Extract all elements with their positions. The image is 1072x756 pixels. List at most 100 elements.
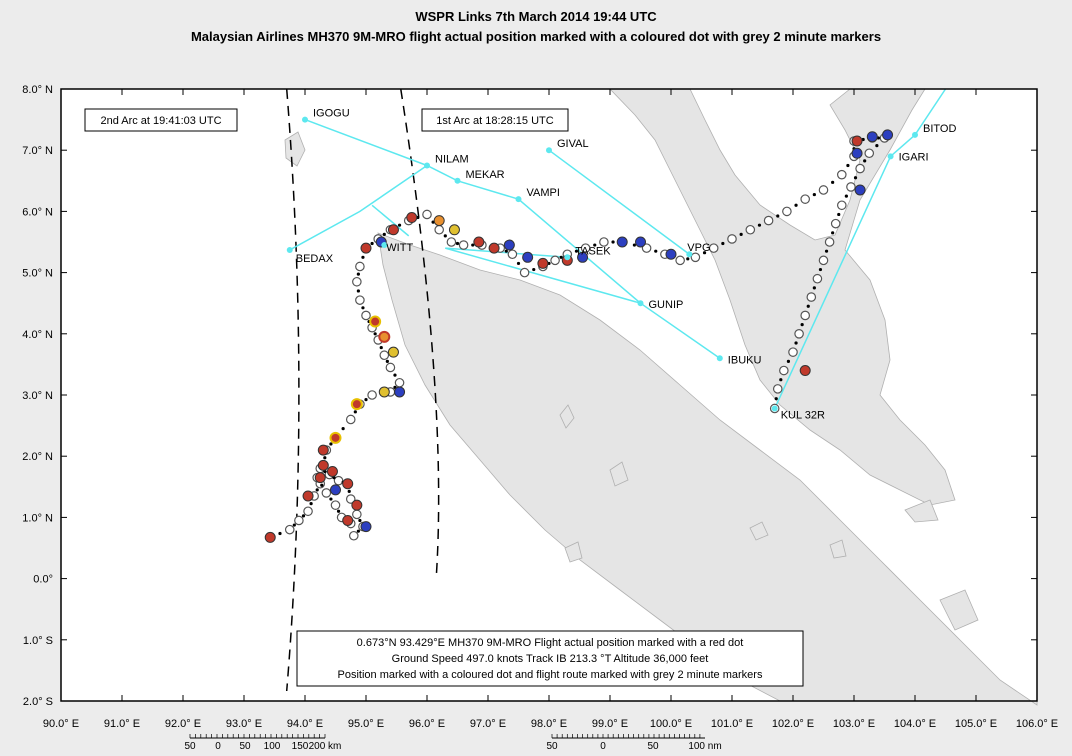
path-dot (559, 255, 563, 259)
path-dot (329, 442, 333, 446)
island-mentawai (564, 541, 583, 563)
two-minute-marker (550, 255, 560, 266)
lon-tick-label: 106.0° E (1016, 718, 1058, 730)
path-dot (356, 272, 360, 276)
waypoint-label: IGARI (899, 151, 929, 163)
two-minute-marker (361, 310, 371, 321)
lat-tick-label: 1.0° N (22, 512, 53, 524)
waypoint-label: IBUKU (728, 354, 762, 366)
path-dot (574, 249, 579, 253)
two-minute-marker (345, 494, 356, 504)
scale-km-label: 0 (215, 741, 221, 752)
malay-peninsula (609, 88, 956, 506)
path-dot (358, 518, 362, 523)
two-minute-marker (772, 384, 783, 394)
position-dot (302, 490, 314, 502)
path-dot (824, 249, 829, 253)
position-dot (866, 131, 878, 143)
position-dot (342, 478, 354, 490)
path-dot (806, 304, 810, 308)
two-minute-marker (708, 243, 719, 253)
path-dot (853, 176, 858, 180)
two-minute-marker (824, 237, 835, 247)
path-dot (800, 323, 804, 327)
waypoint-label: TASEK (575, 245, 611, 257)
lon-tick-label: 97.0° E (470, 718, 506, 730)
two-minute-marker (352, 276, 362, 287)
path-dot (336, 509, 341, 513)
path-dot (443, 234, 447, 238)
scale-km-label: 200 km (309, 741, 342, 752)
position-dot (406, 212, 418, 224)
two-minute-marker (355, 261, 365, 272)
path-dot (309, 502, 313, 506)
position-dot (314, 472, 326, 484)
path-dot (397, 223, 402, 227)
two-minute-marker (763, 215, 774, 226)
two-minute-marker (348, 530, 359, 541)
path-dot (364, 397, 368, 402)
waypoint-label: GIVAL (557, 138, 589, 150)
position-dot (342, 514, 354, 526)
two-minute-marker (580, 243, 591, 253)
waypoint-marker (424, 162, 430, 169)
position-dot (317, 459, 329, 471)
two-minute-marker (394, 377, 405, 388)
path-dot (341, 427, 345, 431)
scale-km-label: 150 (292, 741, 309, 752)
path-dot (721, 241, 725, 246)
waypoint-marker (564, 254, 571, 261)
island-riau (749, 521, 769, 541)
waypoint-marker (686, 251, 693, 258)
path-dot (373, 332, 377, 336)
route-link (774, 156, 892, 409)
two-minute-marker (641, 243, 652, 253)
position-dot (488, 242, 500, 254)
path-dot (278, 531, 282, 536)
position-dot (577, 251, 589, 263)
two-minute-marker (800, 194, 810, 204)
two-minute-marker (830, 218, 841, 229)
two-minute-marker (745, 224, 756, 235)
position-dot (350, 398, 363, 411)
two-minute-marker (818, 255, 829, 266)
position-dot (378, 330, 391, 343)
position-dot (433, 215, 445, 227)
waypoint-marker (771, 405, 778, 412)
scale-km-label: 100 (264, 741, 281, 752)
position-dot (851, 147, 863, 159)
two-minute-marker (727, 234, 737, 244)
waypoint-label: WITT (386, 242, 413, 254)
waypoint-label: BITOD (923, 123, 956, 135)
route-link (289, 164, 428, 251)
path-dot (471, 243, 475, 247)
path-dot (794, 203, 798, 207)
path-dot (504, 249, 508, 253)
map-title: WSPR Links 7th March 2014 19:44 UTC (415, 9, 657, 24)
position-dot (330, 484, 341, 496)
lat-tick-label: 2.0° S (23, 696, 53, 708)
info-box (296, 630, 804, 687)
position-dot (394, 386, 406, 398)
two-minute-marker (333, 475, 344, 486)
path-dot (831, 231, 835, 235)
path-dot (361, 255, 365, 259)
path-dot (846, 163, 850, 168)
land-layer (284, 88, 1038, 706)
path-dot (779, 378, 783, 382)
arc2-label-box (84, 108, 238, 132)
two-minute-marker (321, 488, 332, 498)
waypoint-label: VAMPI (527, 187, 560, 199)
path-dot (686, 257, 690, 261)
path-dot (320, 483, 324, 487)
lat-tick-label: 6.0° N (22, 206, 53, 218)
lon-tick-label: 91.0° E (104, 718, 140, 730)
waypoint-marker (381, 242, 388, 249)
waypoint-marker (286, 246, 293, 253)
island-nias (609, 461, 629, 487)
two-minute-marker (818, 185, 829, 195)
position-dot (537, 257, 549, 269)
two-minute-marker (352, 509, 362, 520)
